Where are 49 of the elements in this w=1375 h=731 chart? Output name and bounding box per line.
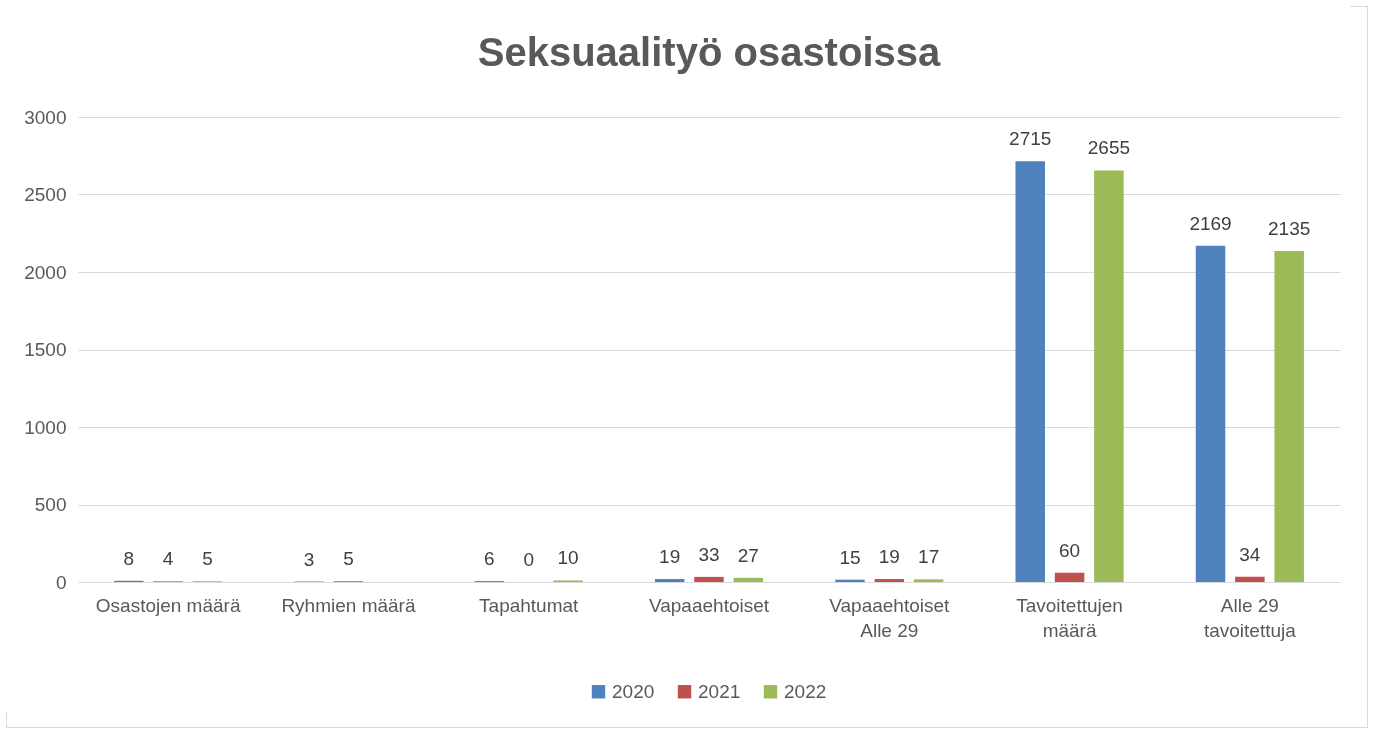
data-label: 2169 — [1189, 212, 1232, 234]
bar — [1274, 251, 1304, 582]
data-label: 5 — [343, 548, 354, 570]
data-label: 6 — [484, 548, 495, 570]
bar — [1054, 572, 1085, 582]
data-label: 15 — [839, 546, 861, 568]
data-label: 2715 — [1009, 128, 1052, 150]
data-label: 0 — [523, 549, 534, 570]
data-label: 3 — [303, 548, 315, 570]
data-label: 19 — [878, 546, 900, 568]
bar — [1195, 245, 1226, 582]
x-tick-label: Tavoitettujen määrä — [1016, 594, 1123, 641]
bar — [1015, 161, 1045, 582]
x-tick-label: Tapahtumat — [479, 594, 580, 616]
x-tick-label: Vapaaehtoiset — [648, 594, 770, 616]
legend-label: 2022 — [784, 680, 827, 702]
bar — [733, 577, 764, 582]
data-label: 2135 — [1268, 218, 1311, 240]
y-tick-label: 0 — [55, 571, 67, 593]
data-label: 17 — [918, 546, 940, 568]
y-tick-label: 500 — [34, 494, 67, 515]
x-tick-label: Ryhmien määrä — [281, 594, 416, 616]
legend-label: 2021 — [698, 680, 741, 702]
bar — [1235, 576, 1265, 582]
data-label: 60 — [1059, 539, 1081, 561]
data-label: 19 — [659, 546, 681, 568]
bar — [913, 579, 944, 582]
data-label: 10 — [557, 547, 579, 569]
bar — [874, 579, 905, 582]
y-tick-label: 3000 — [24, 106, 67, 128]
chart-title: Seksuaalityö osastoissa — [477, 30, 941, 74]
y-tick-label: 2000 — [24, 261, 67, 283]
data-label: 8 — [123, 547, 135, 569]
data-label: 4 — [162, 548, 174, 570]
y-tick-label: 1000 — [24, 416, 67, 438]
bar — [694, 576, 724, 582]
data-label: 27 — [737, 544, 759, 566]
x-tick-label: Osastojen määrä — [95, 594, 241, 616]
y-tick-label: 2500 — [24, 184, 67, 205]
bar — [654, 579, 685, 582]
x-tick-label: Alle 29 tavoitettuja — [1203, 594, 1297, 641]
data-label: 2655 — [1087, 137, 1131, 159]
data-label: 5 — [202, 548, 213, 570]
x-tick-label: Vapaaehtoiset Alle 29 — [829, 594, 951, 641]
bar — [1094, 170, 1124, 582]
y-tick-label: 1500 — [24, 339, 67, 360]
legend-label: 2020 — [612, 680, 655, 702]
data-label: 34 — [1239, 543, 1261, 565]
data-label: 33 — [698, 543, 720, 565]
